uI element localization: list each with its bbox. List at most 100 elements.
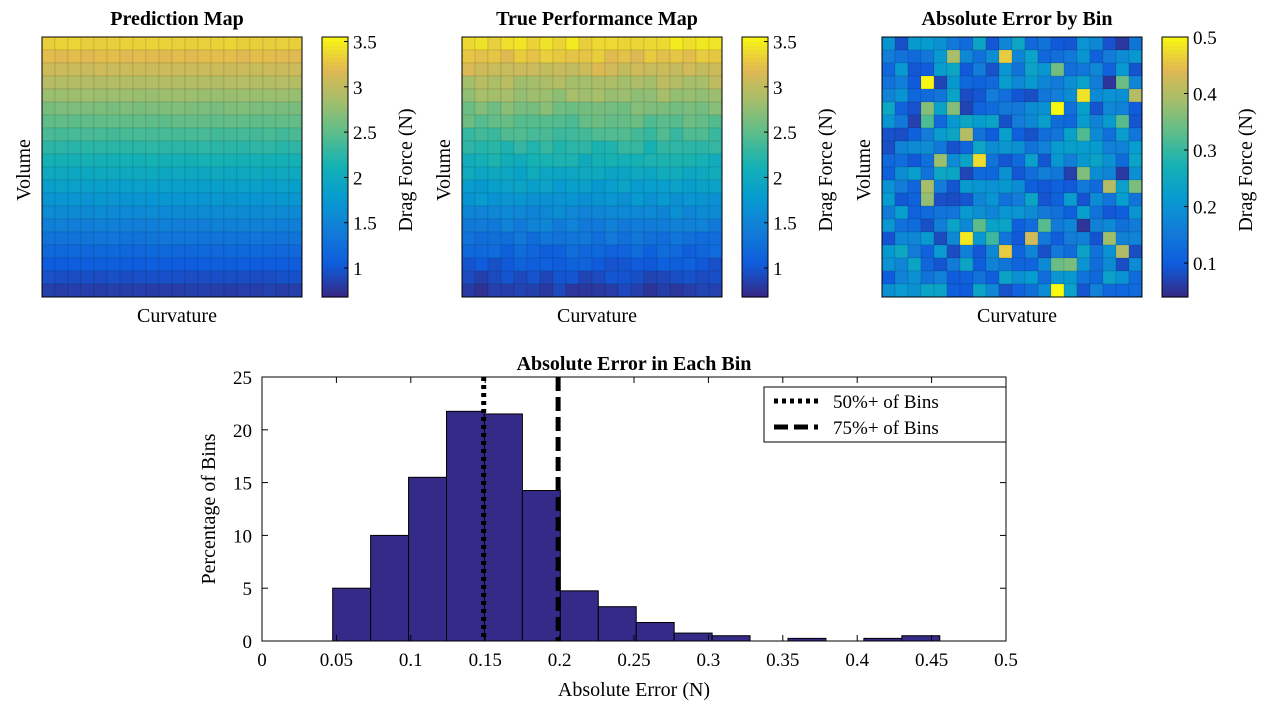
heatmap-cell	[881, 231, 896, 246]
heatmap-cell	[565, 140, 580, 155]
colorbar-segment	[1162, 106, 1188, 111]
heatmap-cell	[1024, 283, 1039, 298]
heatmap-cell	[946, 283, 961, 298]
heatmap-cell	[106, 244, 121, 259]
heatmap-cell	[669, 179, 684, 194]
heatmap-cell	[210, 283, 225, 298]
heatmap-cell	[184, 101, 199, 116]
heatmap-cell	[249, 62, 264, 77]
colorbar-segment	[1162, 154, 1188, 160]
heatmap-cell	[617, 101, 632, 116]
heatmap-cell	[119, 244, 134, 259]
heatmap-cell	[1115, 140, 1130, 155]
heatmap-cell	[630, 257, 645, 272]
heatmap-cell	[972, 166, 987, 181]
colorbar-segment	[322, 45, 348, 50]
colorbar-segment	[1162, 138, 1188, 144]
histogram-legend: 50%+ of Bins 75%+ of Bins	[763, 386, 1007, 443]
heatmap-cell	[474, 88, 489, 103]
heatmap-cell	[158, 114, 173, 129]
colorbar-segment	[742, 114, 768, 119]
heatmap-cell	[236, 36, 251, 51]
colorbar-segment	[322, 65, 348, 71]
heatmap-cell	[80, 127, 95, 142]
heatmap-cell	[565, 88, 580, 103]
heatmap-cell	[197, 62, 212, 77]
heatmap-cell	[669, 218, 684, 233]
heatmap-cell	[132, 114, 147, 129]
heatmap-cell	[249, 244, 264, 259]
heatmap-cell	[985, 36, 1000, 51]
heatmap-cell	[461, 244, 476, 259]
heatmap-cell	[487, 75, 502, 90]
heatmap-cell	[93, 62, 108, 77]
heatmap-cell	[1011, 166, 1026, 181]
heatmap-cell	[171, 192, 186, 207]
heatmap-cell	[184, 231, 199, 246]
heatmap-cell	[1037, 192, 1052, 207]
heatmap-cell	[67, 36, 82, 51]
colorbar-frame	[1161, 36, 1189, 298]
heatmap-cell	[643, 257, 658, 272]
heatmap-cell	[1076, 49, 1091, 64]
colorbar-segment	[742, 268, 768, 274]
heatmap-cell	[1037, 218, 1052, 233]
heatmap-cell	[210, 270, 225, 285]
heatmap-cell	[565, 283, 580, 298]
heatmap-cell	[881, 153, 896, 168]
heatmap-cell	[236, 231, 251, 246]
heatmap-cell	[881, 257, 896, 272]
colorbar-segment	[1162, 85, 1188, 91]
heatmap-cell	[158, 283, 173, 298]
heatmap-cell	[487, 153, 502, 168]
heatmap-cell	[643, 127, 658, 142]
heatmap-cell	[643, 166, 658, 181]
heatmap-cell	[695, 179, 710, 194]
heatmap-cell	[145, 127, 160, 142]
heatmap-cell	[41, 166, 56, 181]
heatmap-cell	[487, 36, 502, 51]
colorbar-segment	[1162, 175, 1188, 180]
heatmap-cell	[920, 36, 935, 51]
colorbar-segment	[742, 118, 768, 123]
heatmap-cell	[275, 88, 290, 103]
heatmap-cell	[1024, 153, 1039, 168]
heatmap-cell	[933, 88, 948, 103]
heatmap-cell	[1089, 257, 1104, 272]
heatmap-cell	[80, 101, 95, 116]
heatmap-cell	[1011, 205, 1026, 220]
colorbar-tick-label: 3.5	[353, 33, 377, 54]
heatmap-cell	[591, 140, 606, 155]
colorbar-segment	[742, 175, 768, 180]
heatmap-cell	[132, 153, 147, 168]
colorbar-segment	[742, 276, 768, 282]
heatmap-cell	[1050, 231, 1065, 246]
colorbar-segment	[1162, 264, 1188, 270]
heatmap-cell	[959, 270, 974, 285]
heatmap-cell	[1011, 270, 1026, 285]
colorbar-tick-label: 0.5	[1193, 28, 1217, 49]
heatmap-cell	[578, 166, 593, 181]
colorbar-segment	[742, 195, 768, 201]
heatmap-cell	[565, 36, 580, 51]
heatmap-cell	[67, 140, 82, 155]
heatmap-cell	[210, 257, 225, 272]
heatmap-cell	[54, 36, 69, 51]
colorbar-tick-label: 0.2	[1193, 198, 1217, 219]
heatmap-cell	[158, 192, 173, 207]
heatmap-cell	[119, 231, 134, 246]
heatmap-cell	[158, 75, 173, 90]
colorbar-segment	[742, 134, 768, 140]
heatmap-cell	[552, 270, 567, 285]
heatmap-cell	[461, 36, 476, 51]
heatmap-cell	[54, 101, 69, 116]
heatmap-cell	[67, 114, 82, 129]
heatmap-cell	[236, 101, 251, 116]
heatmap-cell	[106, 257, 121, 272]
colorbar-segment	[742, 93, 768, 99]
heatmap-cell	[106, 49, 121, 64]
colorbar-segment	[322, 236, 348, 241]
heatmap-cell	[565, 192, 580, 207]
heatmap-cell	[513, 192, 528, 207]
colorbar-segment	[322, 106, 348, 111]
